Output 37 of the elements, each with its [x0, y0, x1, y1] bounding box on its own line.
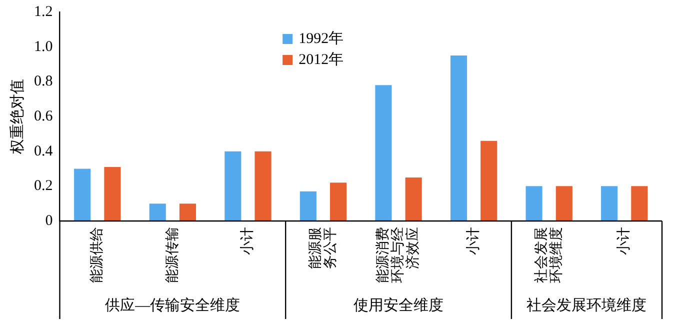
bar: [179, 204, 196, 221]
y-tick-label: 0: [45, 212, 53, 229]
y-tick-label: 0.8: [34, 74, 53, 90]
legend-label: 1992年: [298, 30, 344, 47]
y-tick-label: 1.2: [34, 4, 53, 20]
bar: [224, 151, 242, 221]
bar: [149, 204, 166, 221]
legend-label: 2012年: [298, 50, 344, 68]
bar: [300, 191, 316, 221]
x-tick-label: 小计: [616, 227, 632, 255]
y-tick-label: 0.2: [34, 178, 53, 194]
bar: [450, 56, 468, 221]
bar: [526, 186, 542, 221]
text: 使用安全维度: [354, 296, 444, 314]
x-tick-label: 能源传输: [164, 227, 180, 283]
x-tick-label: 社会发展环境维度: [533, 227, 564, 283]
x-tick-label: 能源供给: [89, 227, 106, 283]
y-tick-label: 0.4: [34, 143, 54, 160]
x-tick-label: 小计: [240, 227, 256, 255]
bar: [405, 177, 422, 221]
bar: [254, 151, 272, 221]
bar: [480, 140, 498, 221]
y-tick-label: 0.6: [34, 108, 54, 124]
bar: [601, 186, 618, 221]
y-axis-title: 权重绝对值: [8, 79, 26, 155]
text: 供应—传输安全维度: [105, 296, 240, 314]
bar: [104, 167, 121, 221]
bar: [556, 186, 572, 221]
bar: [74, 168, 91, 221]
x-tick-label: 小计: [465, 227, 482, 255]
x-tick-label: 能源消费环境与经济效应: [375, 227, 422, 283]
x-tick-label: 能源服务公平: [307, 227, 338, 269]
bar: [330, 182, 347, 221]
bar: [375, 85, 392, 221]
text: 社会发展环境维度: [526, 296, 647, 314]
bar: [631, 186, 648, 221]
y-tick-label: 1.0: [34, 38, 53, 55]
